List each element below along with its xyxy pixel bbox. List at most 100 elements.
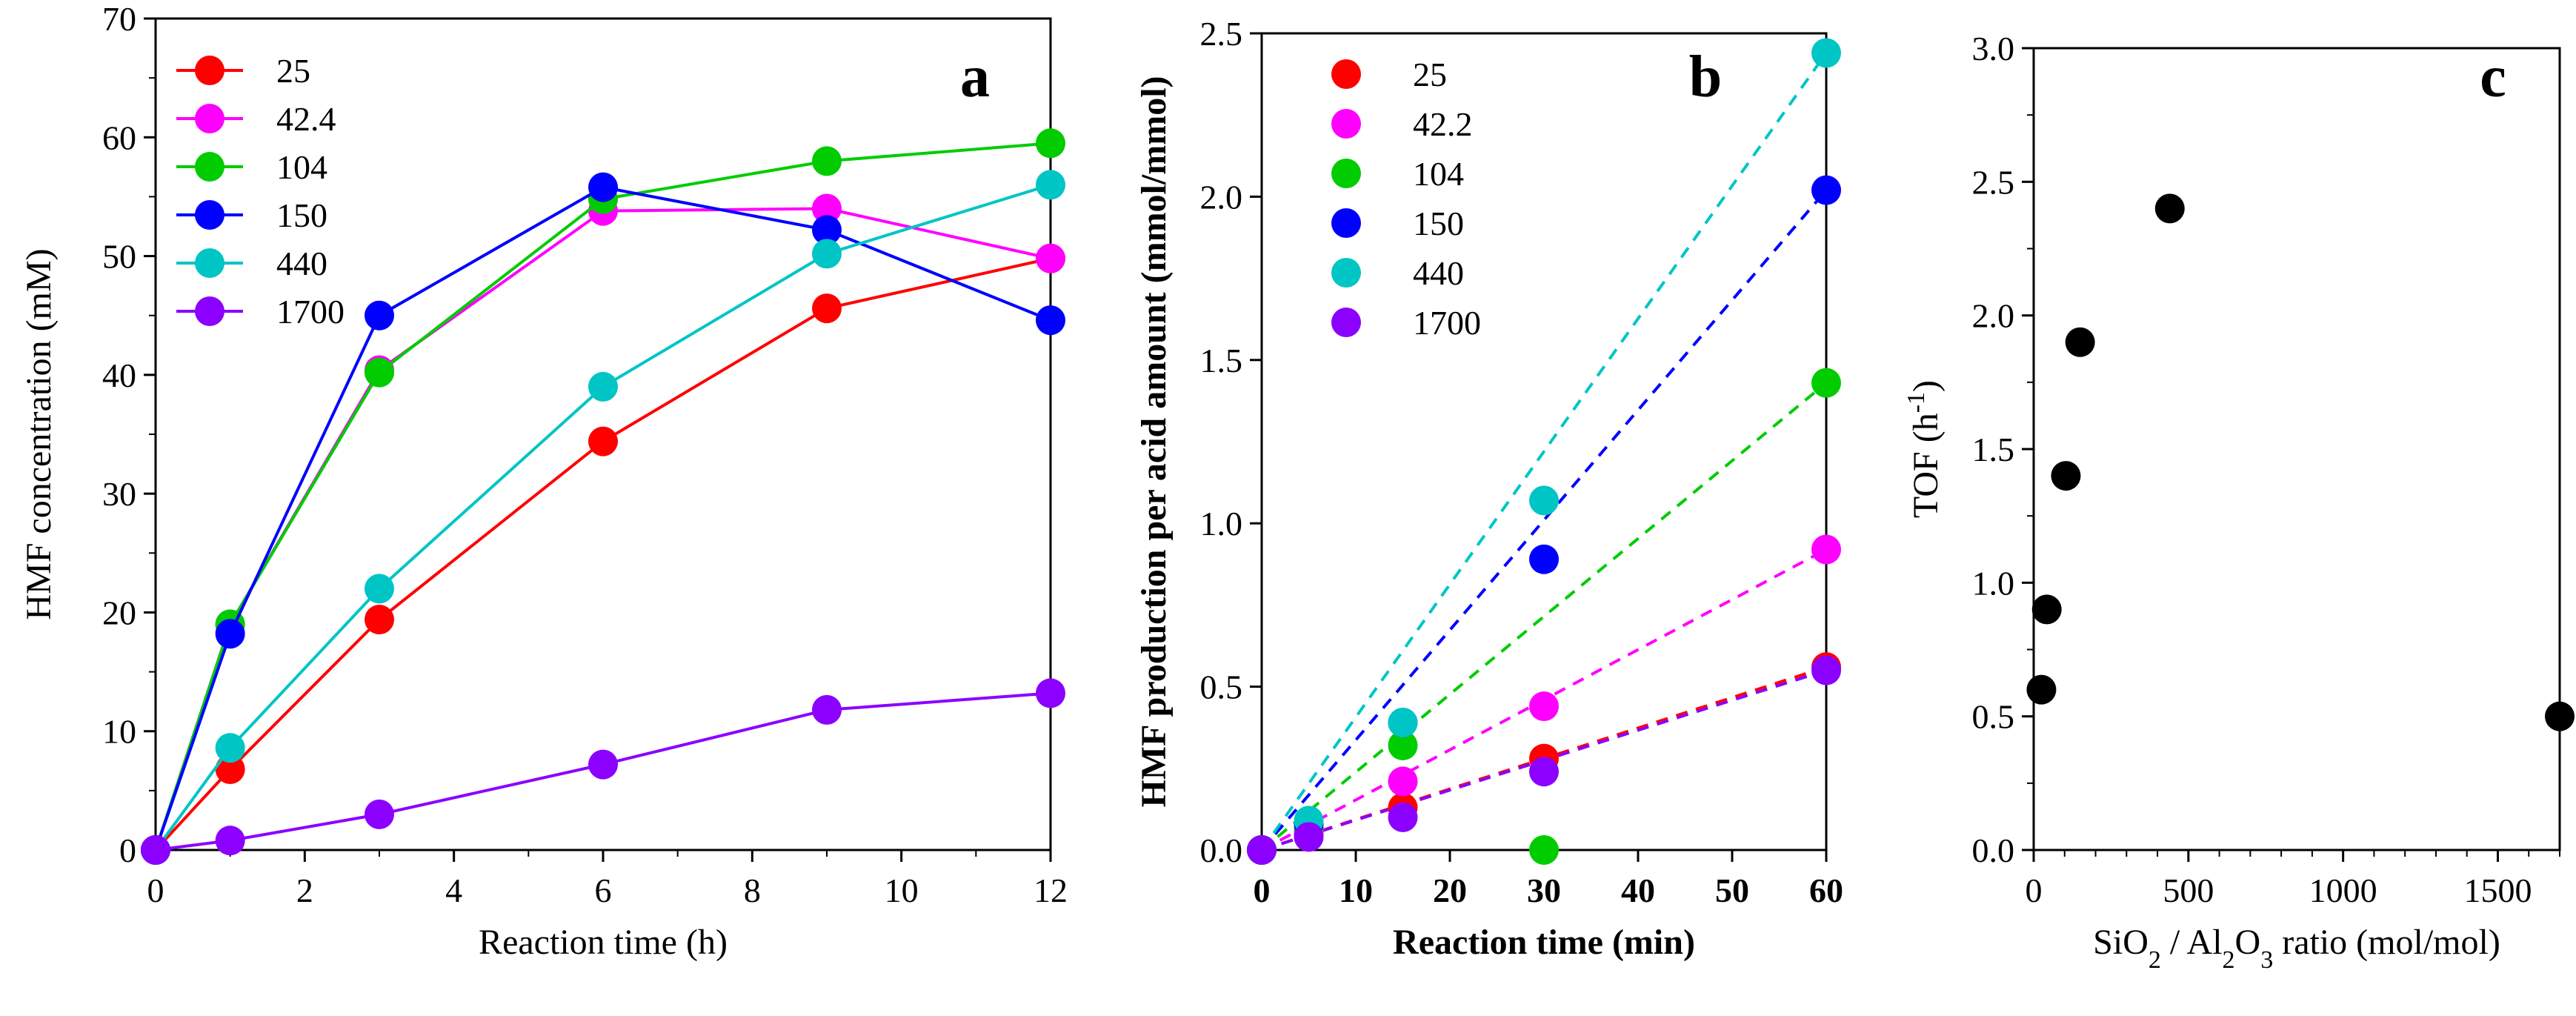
label-part: ratio (mol/mol) bbox=[2273, 923, 2500, 962]
x-tick-label: 20 bbox=[1433, 871, 1467, 909]
x-tick-label: 0 bbox=[1254, 871, 1271, 909]
series-line-25 bbox=[154, 256, 1051, 851]
legend-label-440: 440 bbox=[276, 245, 327, 282]
data-point-150 bbox=[215, 619, 245, 649]
legend-marker-150 bbox=[195, 200, 224, 230]
label-part: -1 bbox=[1903, 392, 1930, 413]
x-tick-label: 40 bbox=[1621, 871, 1655, 909]
data-point-440 bbox=[365, 574, 394, 604]
series-line-150 bbox=[154, 185, 1051, 851]
y-axis-label: TOF (h-1) bbox=[1903, 380, 1946, 518]
y-tick-label: 30 bbox=[102, 475, 136, 513]
data-point-1700 bbox=[1247, 835, 1277, 865]
data-point-1700 bbox=[1529, 757, 1559, 787]
y-tick-label: 20 bbox=[102, 594, 136, 631]
y-axis-label: HMF production per acid amount (mmol/mmo… bbox=[1134, 76, 1174, 807]
legend-marker-104 bbox=[1331, 159, 1361, 188]
data-point-440 bbox=[1388, 708, 1418, 738]
y-tick-label: 2.5 bbox=[1200, 15, 1243, 53]
panel-letter: b bbox=[1689, 44, 1723, 110]
legend-marker-104 bbox=[195, 152, 224, 182]
legend-label-440: 440 bbox=[1413, 254, 1464, 292]
fit-line-104 bbox=[1260, 382, 1828, 851]
data-point-1700 bbox=[812, 694, 842, 725]
y-tick-label: 2.5 bbox=[1972, 163, 2015, 201]
y-tick-label: 2.0 bbox=[1200, 178, 1243, 216]
legend-marker-1700 bbox=[195, 296, 224, 326]
data-point-TOF bbox=[2065, 327, 2095, 357]
data-point-150 bbox=[1811, 175, 1841, 205]
legend-marker-440 bbox=[195, 248, 224, 278]
data-point-440 bbox=[1529, 485, 1559, 516]
legend-label-25: 25 bbox=[1413, 56, 1447, 93]
x-tick-label: 6 bbox=[595, 871, 612, 909]
y-tick-label: 0.0 bbox=[1200, 831, 1243, 869]
data-point-TOF bbox=[2051, 461, 2081, 491]
y-tick-label: 0.5 bbox=[1200, 668, 1243, 706]
plot-frame bbox=[2032, 47, 2561, 851]
x-tick-label: 10 bbox=[885, 871, 919, 909]
legend-label-42.4: 42.4 bbox=[276, 100, 336, 138]
x-tick-label: 1000 bbox=[2309, 871, 2377, 909]
data-point-42.4 bbox=[812, 193, 842, 224]
data-point-TOF bbox=[2545, 701, 2575, 731]
data-point-150 bbox=[588, 172, 618, 202]
x-tick-label: 50 bbox=[1715, 871, 1749, 909]
y-tick-label: 10 bbox=[102, 713, 136, 751]
label-part: 2 bbox=[2149, 946, 2161, 974]
series-line-104 bbox=[154, 142, 1051, 851]
data-point-25 bbox=[812, 293, 842, 324]
x-tick-label: 30 bbox=[1527, 871, 1561, 909]
data-point-1700 bbox=[588, 749, 618, 780]
x-tick-label: 1500 bbox=[2463, 871, 2532, 909]
data-point-25 bbox=[588, 426, 618, 456]
label-part: SiO bbox=[2093, 923, 2149, 962]
panel-letter: c bbox=[2480, 44, 2506, 110]
plot-frame bbox=[1260, 32, 1828, 851]
y-tick-label: 1.5 bbox=[1972, 431, 2015, 468]
y-tick-label: 0.0 bbox=[1972, 831, 2015, 869]
legend-marker-440 bbox=[1331, 258, 1361, 288]
x-tick-label: 60 bbox=[1809, 871, 1843, 909]
y-tick-label: 0 bbox=[119, 831, 136, 869]
x-tick-label: 500 bbox=[2163, 871, 2214, 909]
x-tick-label: 2 bbox=[296, 871, 313, 909]
panel-letter: a bbox=[960, 44, 990, 110]
x-tick-label: 12 bbox=[1034, 871, 1068, 909]
data-point-104 bbox=[1529, 835, 1559, 865]
data-point-150 bbox=[1529, 544, 1559, 574]
data-point-TOF bbox=[2031, 594, 2062, 625]
y-tick-label: 50 bbox=[102, 238, 136, 276]
data-point-1700 bbox=[1294, 822, 1324, 852]
y-tick-label: 1.0 bbox=[1200, 505, 1243, 542]
legend-marker-25 bbox=[1331, 59, 1361, 89]
x-tick-label: 4 bbox=[445, 871, 462, 909]
legend-label-1700: 1700 bbox=[276, 293, 345, 331]
y-tick-label: 70 bbox=[102, 0, 136, 38]
legend-marker-42.2 bbox=[1331, 109, 1361, 139]
legend-marker-25 bbox=[195, 56, 224, 85]
data-point-150 bbox=[812, 215, 842, 245]
data-point-1700 bbox=[215, 826, 245, 856]
legend-marker-150 bbox=[1331, 208, 1361, 238]
y-tick-label: 1.0 bbox=[1972, 564, 2015, 602]
data-point-42.2 bbox=[1529, 691, 1559, 722]
data-point-25 bbox=[365, 605, 394, 635]
data-point-1700 bbox=[1036, 678, 1065, 708]
data-point-440 bbox=[588, 371, 618, 402]
x-tick-label: 8 bbox=[744, 871, 761, 909]
legend-marker-1700 bbox=[1331, 308, 1361, 337]
legend-label-25: 25 bbox=[276, 52, 310, 90]
series-line-440 bbox=[154, 183, 1051, 851]
label-part: TOF (h bbox=[1906, 413, 1946, 518]
data-point-440 bbox=[1036, 170, 1065, 200]
legend-label-1700: 1700 bbox=[1413, 304, 1481, 342]
data-point-25 bbox=[215, 754, 245, 785]
y-tick-label: 2.0 bbox=[1972, 297, 2015, 335]
y-tick-label: 1.5 bbox=[1200, 342, 1243, 379]
x-tick-label: 0 bbox=[2026, 871, 2043, 909]
legend-label-150: 150 bbox=[1413, 205, 1464, 242]
y-axis-label: HMF concentration (mM) bbox=[19, 248, 59, 620]
data-point-104 bbox=[812, 146, 842, 176]
